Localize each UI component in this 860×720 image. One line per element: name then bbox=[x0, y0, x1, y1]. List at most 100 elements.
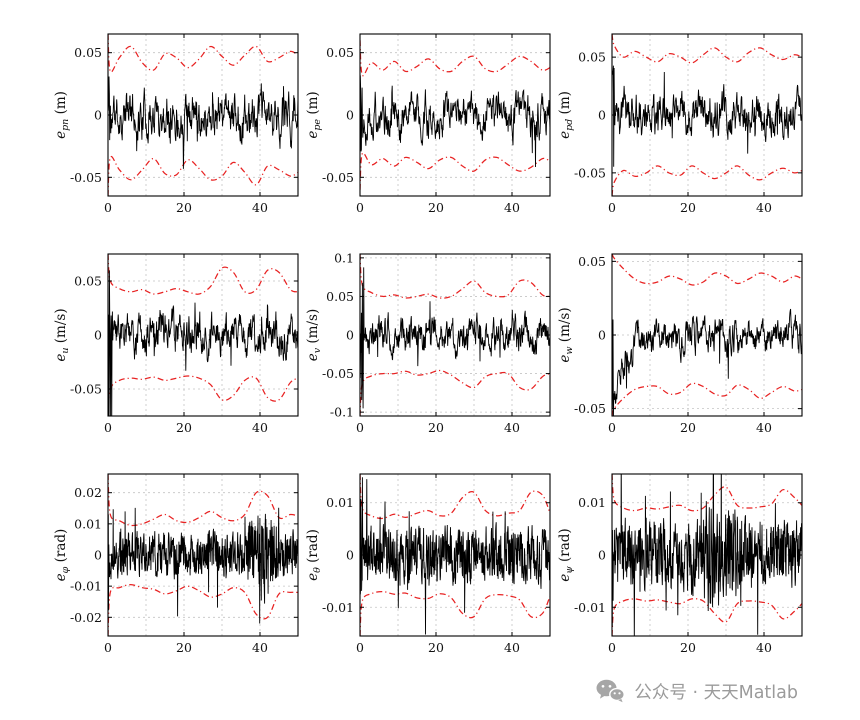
subplot-e-phi: 0 20 40 0.02 0.01 0 -0.01 -0.02 eφ (rad) bbox=[53, 473, 299, 655]
error-signal-line bbox=[360, 477, 550, 635]
y-tick-label: -0.05 bbox=[70, 382, 102, 397]
y-tick-label: 0 bbox=[346, 548, 354, 563]
lower-bound-line bbox=[360, 369, 550, 416]
error-signal-line bbox=[108, 76, 298, 169]
lower-bound-line bbox=[108, 155, 298, 196]
y-tick-label: 0 bbox=[598, 548, 606, 563]
upper-bound-line bbox=[612, 34, 802, 64]
x-tick-label: 20 bbox=[428, 640, 444, 655]
y-tick-label: 0 bbox=[94, 328, 102, 343]
error-signal-line bbox=[360, 267, 550, 409]
error-signal-line bbox=[108, 270, 298, 416]
y-axis-label: eu (m/s) bbox=[53, 308, 71, 361]
x-tick-label: 20 bbox=[176, 420, 192, 435]
y-axis-label: eψ (rad) bbox=[557, 528, 575, 581]
error-signal-line bbox=[612, 474, 802, 636]
y-tick-label: -0.05 bbox=[322, 366, 354, 381]
lower-bound-line bbox=[108, 375, 298, 416]
y-tick-label: -0.02 bbox=[70, 610, 102, 625]
subplot-e-pd: 0 20 40 0.05 0 -0.05 epd (m) bbox=[557, 33, 803, 215]
y-tick-label: 0.1 bbox=[334, 250, 354, 265]
plots-grid: 0 20 40 0.05 0 -0.05 epn (m) 0 20 40 0.05 0 -0.05 epe… bbox=[52, 24, 808, 668]
x-tick-label: 40 bbox=[252, 200, 268, 215]
y-tick-label: 0 bbox=[94, 548, 102, 563]
watermark-text: 公众号 · 天天Matlab bbox=[634, 682, 798, 703]
upper-bound-line bbox=[360, 474, 550, 520]
y-tick-label: -0.05 bbox=[574, 165, 606, 180]
upper-bound-line bbox=[360, 40, 550, 77]
y-tick-label: -0.01 bbox=[70, 579, 102, 594]
x-tick-label: 0 bbox=[356, 420, 364, 435]
error-signal-line bbox=[108, 507, 298, 624]
lower-bound-line bbox=[360, 590, 550, 636]
x-tick-label: 40 bbox=[504, 420, 520, 435]
y-tick-label: 0.05 bbox=[326, 289, 354, 304]
x-tick-label: 0 bbox=[104, 640, 112, 655]
error-signal-line bbox=[360, 75, 550, 168]
x-tick-label: 40 bbox=[252, 420, 268, 435]
x-tick-label: 0 bbox=[104, 420, 112, 435]
x-tick-label: 40 bbox=[504, 200, 520, 215]
x-tick-label: 20 bbox=[680, 200, 696, 215]
x-tick-label: 40 bbox=[756, 640, 772, 655]
y-axis-label: eφ (rad) bbox=[53, 529, 71, 582]
y-axis-label: epd (m) bbox=[557, 91, 575, 139]
x-tick-label: 20 bbox=[680, 420, 696, 435]
wechat-icon bbox=[596, 679, 626, 703]
x-tick-label: 0 bbox=[104, 200, 112, 215]
y-axis-label: epe (m) bbox=[305, 91, 323, 138]
x-tick-label: 40 bbox=[252, 640, 268, 655]
x-tick-label: 20 bbox=[428, 200, 444, 215]
y-axis-label: ew (m/s) bbox=[557, 307, 575, 362]
x-tick-label: 40 bbox=[756, 200, 772, 215]
x-tick-label: 0 bbox=[356, 200, 364, 215]
lower-bound-line bbox=[612, 598, 802, 636]
subplot-e-u: 0 20 40 0.05 0 -0.05 eu (m/s) bbox=[53, 253, 299, 435]
y-tick-label: 0 bbox=[94, 108, 102, 123]
subplot-e-theta: 0 20 40 0.01 0 -0.01 eθ (rad) bbox=[305, 473, 551, 655]
y-tick-label: 0.01 bbox=[74, 516, 102, 531]
y-tick-label: -0.05 bbox=[322, 170, 354, 185]
upper-bound-line bbox=[612, 254, 802, 286]
error-signal-line bbox=[612, 65, 802, 167]
lower-bound-line bbox=[360, 152, 550, 190]
x-tick-label: 20 bbox=[680, 640, 696, 655]
wechat-watermark: 公众号 · 天天Matlab bbox=[595, 678, 798, 704]
error-signal-line bbox=[612, 297, 802, 416]
y-tick-label: 0.05 bbox=[74, 274, 102, 289]
upper-bound-line bbox=[108, 34, 298, 73]
y-tick-label: 0 bbox=[346, 328, 354, 343]
x-tick-label: 20 bbox=[176, 640, 192, 655]
y-tick-label: 0.01 bbox=[578, 495, 606, 510]
y-tick-label: -0.01 bbox=[574, 600, 606, 615]
y-tick-label: 0 bbox=[346, 108, 354, 123]
y-axis-label: epn (m) bbox=[53, 91, 71, 139]
lower-bound-line bbox=[612, 382, 802, 416]
y-tick-label: -0.05 bbox=[574, 401, 606, 416]
y-tick-label: 0.05 bbox=[74, 45, 102, 60]
y-tick-label: 0.02 bbox=[74, 485, 102, 500]
y-tick-label: 0.05 bbox=[578, 50, 606, 65]
y-tick-label: 0.05 bbox=[578, 254, 606, 269]
y-tick-label: 0.05 bbox=[326, 45, 354, 60]
y-axis-label: ev (m/s) bbox=[305, 309, 323, 361]
y-tick-label: 0 bbox=[598, 328, 606, 343]
subplot-e-psi: 0 20 40 0.01 0 -0.01 eψ (rad) bbox=[557, 473, 803, 655]
y-tick-label: 0 bbox=[598, 108, 606, 123]
x-tick-label: 0 bbox=[608, 640, 616, 655]
subplot-e-v: 0 20 40 0.1 0.05 0 -0.05 -0.1 ev (m/s) bbox=[305, 250, 551, 435]
y-tick-label: -0.05 bbox=[70, 170, 102, 185]
upper-bound-line bbox=[108, 254, 298, 295]
x-tick-label: 20 bbox=[428, 420, 444, 435]
x-tick-label: 20 bbox=[176, 200, 192, 215]
y-tick-label: 0.01 bbox=[326, 495, 354, 510]
x-tick-label: 40 bbox=[504, 640, 520, 655]
y-axis-label: eθ (rad) bbox=[305, 529, 323, 581]
upper-bound-line bbox=[360, 254, 550, 299]
x-tick-label: 0 bbox=[356, 640, 364, 655]
x-tick-label: 0 bbox=[608, 200, 616, 215]
